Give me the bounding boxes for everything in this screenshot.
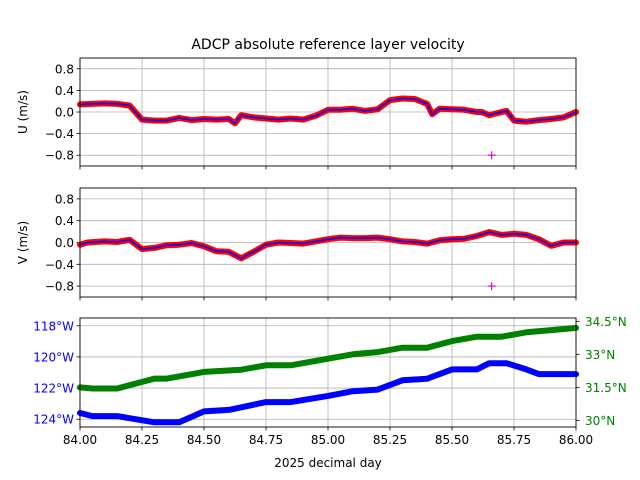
- y-axis-label: U (m/s): [16, 90, 30, 134]
- y-axis-label: V (m/s): [16, 221, 30, 264]
- x-tick-label: 85.00: [311, 433, 345, 447]
- longitude-tick-label: 120°W: [33, 350, 74, 364]
- y-tick-label: 0.8: [55, 62, 74, 76]
- longitude-series: [77, 360, 579, 426]
- outlier-marker: [487, 151, 496, 160]
- x-axis-label: 2025 decimal day: [274, 456, 382, 470]
- longitude-tick-label: 118°W: [33, 319, 74, 333]
- series-middle-blue: [79, 231, 576, 260]
- x-tick-label: 84.75: [249, 433, 283, 447]
- panel-bottom: 84.00 84.25 84.50 84.75 85.00 85.25 85.50 85.75…: [33, 315, 626, 470]
- x-tick-label: 84.50: [187, 433, 221, 447]
- y-tick-label: 0.8: [55, 192, 74, 206]
- chart-title: ADCP absolute reference layer velocity: [191, 37, 464, 53]
- x-tick-label: 85.75: [497, 433, 531, 447]
- y-tick-label: 0.0: [55, 106, 74, 120]
- axes-frame: [79, 187, 577, 298]
- y-tick-label: −0.8: [45, 149, 74, 163]
- x-tick-label: 86.00: [559, 433, 593, 447]
- plot-area: 0.8 0.4 0.0 −0.4 −0.8 U (m/s) 0.8 0.4 0.0 −0.4 −0.…: [16, 57, 627, 470]
- outlier-marker: [487, 282, 496, 291]
- longitude-tick-label: 122°W: [33, 382, 74, 396]
- y-tick-label: −0.4: [45, 258, 74, 272]
- panel-top: 0.8 0.4 0.0 −0.4 −0.8 U (m/s): [16, 57, 579, 170]
- x-tick-label: 84.00: [63, 433, 97, 447]
- y-tick-label: 0.0: [55, 236, 74, 250]
- longitude-tick-label: 124°W: [33, 413, 74, 427]
- latitude-tick-label: 30°N: [585, 414, 615, 428]
- panel-middle: 0.8 0.4 0.0 −0.4 −0.8 V (m/s): [16, 187, 579, 301]
- x-tick-label: 84.25: [125, 433, 159, 447]
- axes-frame: [79, 57, 577, 167]
- latitude-tick-label: 33°N: [585, 348, 615, 362]
- x-tick-label: 85.25: [373, 433, 407, 447]
- y-tick-label: 0.4: [55, 84, 74, 98]
- y-tick-label: −0.4: [45, 127, 74, 141]
- y-tick-label: 0.4: [55, 214, 74, 228]
- latitude-tick-label: 31.5°N: [585, 381, 627, 395]
- x-tick-label: 85.50: [435, 433, 469, 447]
- latitude-series: [77, 324, 579, 392]
- series-top-blue: [79, 97, 577, 125]
- latitude-tick-label: 34.5°N: [585, 315, 627, 329]
- axes-frame: [79, 317, 577, 428]
- y-tick-label: −0.8: [45, 280, 74, 294]
